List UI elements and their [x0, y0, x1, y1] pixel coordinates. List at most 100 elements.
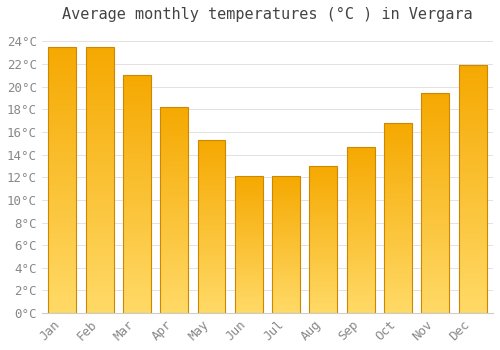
Bar: [48, 186, 76, 188]
Bar: [346, 177, 374, 178]
Bar: [48, 209, 76, 212]
Bar: [310, 244, 338, 245]
Bar: [86, 47, 114, 313]
Bar: [48, 132, 76, 135]
Bar: [235, 275, 263, 276]
Bar: [160, 148, 188, 150]
Bar: [422, 276, 449, 278]
Bar: [160, 128, 188, 130]
Bar: [86, 103, 114, 106]
Bar: [123, 177, 151, 180]
Bar: [198, 190, 226, 192]
Bar: [198, 181, 226, 183]
Bar: [160, 202, 188, 204]
Bar: [310, 191, 338, 193]
Bar: [310, 166, 338, 313]
Bar: [310, 282, 338, 284]
Bar: [272, 202, 300, 203]
Bar: [198, 142, 226, 143]
Bar: [272, 271, 300, 272]
Bar: [160, 268, 188, 270]
Bar: [160, 117, 188, 119]
Bar: [272, 197, 300, 198]
Bar: [235, 242, 263, 243]
Bar: [198, 259, 226, 261]
Bar: [160, 284, 188, 286]
Bar: [458, 68, 486, 70]
Bar: [384, 298, 412, 300]
Bar: [458, 256, 486, 259]
Bar: [310, 206, 338, 207]
Bar: [48, 281, 76, 284]
Bar: [198, 173, 226, 175]
Bar: [160, 156, 188, 159]
Bar: [346, 292, 374, 293]
Bar: [86, 98, 114, 100]
Bar: [160, 218, 188, 220]
Bar: [346, 243, 374, 245]
Bar: [198, 164, 226, 166]
Bar: [48, 302, 76, 305]
Bar: [346, 225, 374, 226]
Bar: [123, 301, 151, 303]
Bar: [422, 128, 449, 131]
Bar: [384, 303, 412, 306]
Bar: [48, 204, 76, 207]
Bar: [123, 116, 151, 118]
Bar: [235, 266, 263, 268]
Bar: [272, 257, 300, 258]
Bar: [272, 227, 300, 228]
Bar: [160, 272, 188, 274]
Bar: [198, 275, 226, 277]
Bar: [422, 93, 449, 96]
Bar: [458, 291, 486, 293]
Bar: [384, 229, 412, 231]
Bar: [422, 298, 449, 300]
Bar: [422, 210, 449, 212]
Bar: [160, 183, 188, 186]
Bar: [123, 130, 151, 132]
Bar: [346, 198, 374, 200]
Bar: [86, 132, 114, 135]
Bar: [458, 234, 486, 236]
Bar: [384, 220, 412, 222]
Bar: [86, 273, 114, 276]
Bar: [422, 197, 449, 199]
Bar: [458, 224, 486, 226]
Bar: [198, 296, 226, 298]
Bar: [123, 166, 151, 168]
Bar: [86, 50, 114, 52]
Bar: [422, 104, 449, 107]
Bar: [310, 235, 338, 237]
Bar: [198, 298, 226, 299]
Bar: [346, 212, 374, 213]
Bar: [48, 76, 76, 79]
Bar: [272, 291, 300, 293]
Bar: [346, 305, 374, 307]
Bar: [235, 227, 263, 228]
Bar: [346, 235, 374, 237]
Bar: [198, 213, 226, 214]
Bar: [160, 152, 188, 154]
Bar: [346, 295, 374, 296]
Bar: [235, 212, 263, 213]
Bar: [272, 208, 300, 209]
Bar: [160, 243, 188, 245]
Bar: [458, 107, 486, 110]
Bar: [422, 280, 449, 282]
Bar: [384, 155, 412, 157]
Bar: [384, 149, 412, 152]
Bar: [198, 265, 226, 266]
Bar: [198, 194, 226, 195]
Bar: [346, 190, 374, 191]
Bar: [346, 272, 374, 273]
Bar: [346, 237, 374, 238]
Bar: [48, 103, 76, 106]
Bar: [123, 308, 151, 311]
Bar: [458, 135, 486, 137]
Bar: [272, 297, 300, 298]
Bar: [160, 119, 188, 121]
Bar: [123, 273, 151, 275]
Bar: [160, 264, 188, 266]
Bar: [346, 273, 374, 275]
